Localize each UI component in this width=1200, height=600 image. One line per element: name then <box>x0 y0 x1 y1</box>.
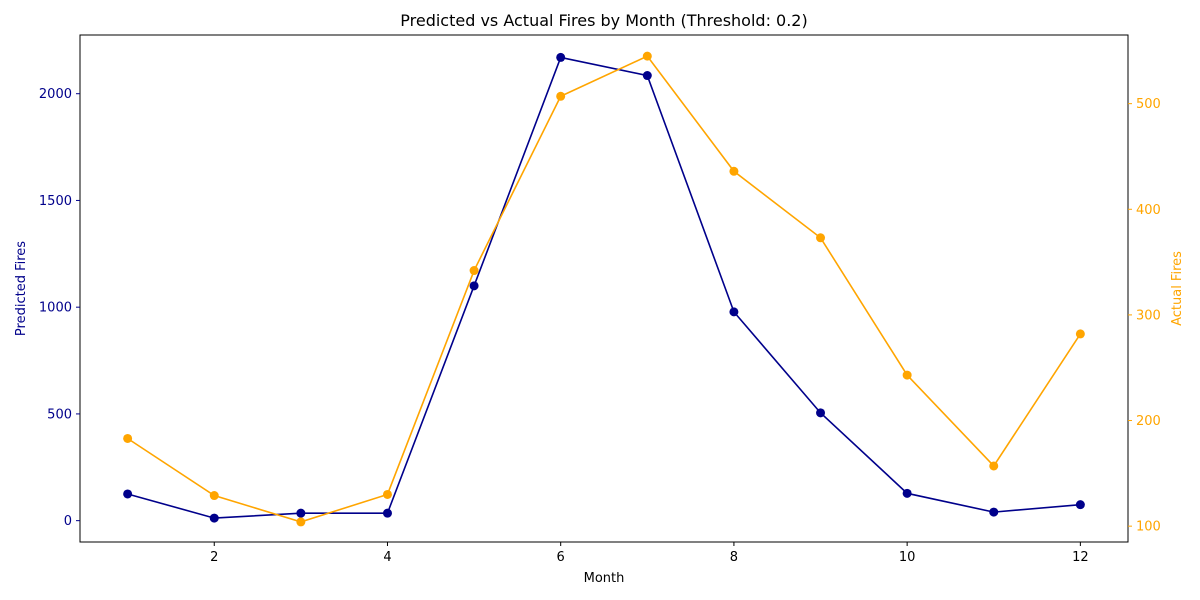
data-point-actual <box>469 266 479 276</box>
data-point-actual <box>816 233 826 243</box>
plot-frame <box>79 34 1129 543</box>
x-tick-label: 6 <box>557 550 565 565</box>
data-point-predicted <box>556 52 566 62</box>
data-point-predicted <box>123 489 133 499</box>
data-point-actual <box>123 433 133 443</box>
data-point-predicted <box>642 71 652 81</box>
y-left-tick-label: 1000 <box>39 301 72 316</box>
series-line-actual <box>127 55 1082 523</box>
x-tick-label: 4 <box>383 550 391 565</box>
y-right-tick-label: 300 <box>1136 308 1161 323</box>
y-right-tick-label: 200 <box>1136 414 1161 429</box>
data-point-actual <box>989 461 999 471</box>
y-axis-right: 100 200 300 400 500 <box>1128 97 1161 535</box>
x-axis-title: Month <box>584 571 625 586</box>
data-point-predicted <box>989 507 999 517</box>
y-axis-left-title: Predicted Fires <box>14 241 29 336</box>
y-axis-left: 0 500 1000 1500 2000 <box>39 87 80 529</box>
y-left-tick-label: 0 <box>64 514 72 529</box>
data-point-actual <box>382 489 392 499</box>
y-axis-right-title: Actual Fires <box>1170 251 1185 326</box>
y-left-tick-label: 1500 <box>39 194 72 209</box>
data-point-predicted <box>296 508 306 518</box>
data-point-predicted <box>729 307 739 317</box>
data-point-predicted <box>469 281 479 291</box>
x-tick-label: 12 <box>1072 550 1089 565</box>
data-point-predicted <box>382 508 392 518</box>
series-line-predicted <box>127 56 1081 519</box>
x-tick-label: 8 <box>730 550 738 565</box>
data-point-predicted <box>1075 500 1085 510</box>
data-point-actual <box>556 91 566 101</box>
y-right-tick-label: 400 <box>1136 203 1161 218</box>
data-point-actual <box>209 491 219 501</box>
data-point-actual <box>729 166 739 176</box>
y-left-tick-label: 2000 <box>39 87 72 102</box>
x-tick-label: 2 <box>210 550 218 565</box>
data-point-predicted <box>902 488 912 498</box>
data-point-actual <box>296 517 306 527</box>
x-axis: 2 4 6 8 10 12 <box>210 542 1089 565</box>
data-point-predicted <box>816 408 826 418</box>
data-point-actual <box>902 370 912 380</box>
y-right-tick-label: 100 <box>1136 520 1161 535</box>
data-point-predicted <box>209 513 219 523</box>
chart-title: Predicted vs Actual Fires by Month (Thre… <box>400 11 807 30</box>
y-right-tick-label: 500 <box>1136 97 1161 112</box>
data-point-actual <box>642 51 652 61</box>
x-tick-label: 10 <box>899 550 916 565</box>
y-left-tick-label: 500 <box>47 407 72 422</box>
data-point-actual <box>1075 329 1085 339</box>
series-layer <box>123 51 1085 527</box>
